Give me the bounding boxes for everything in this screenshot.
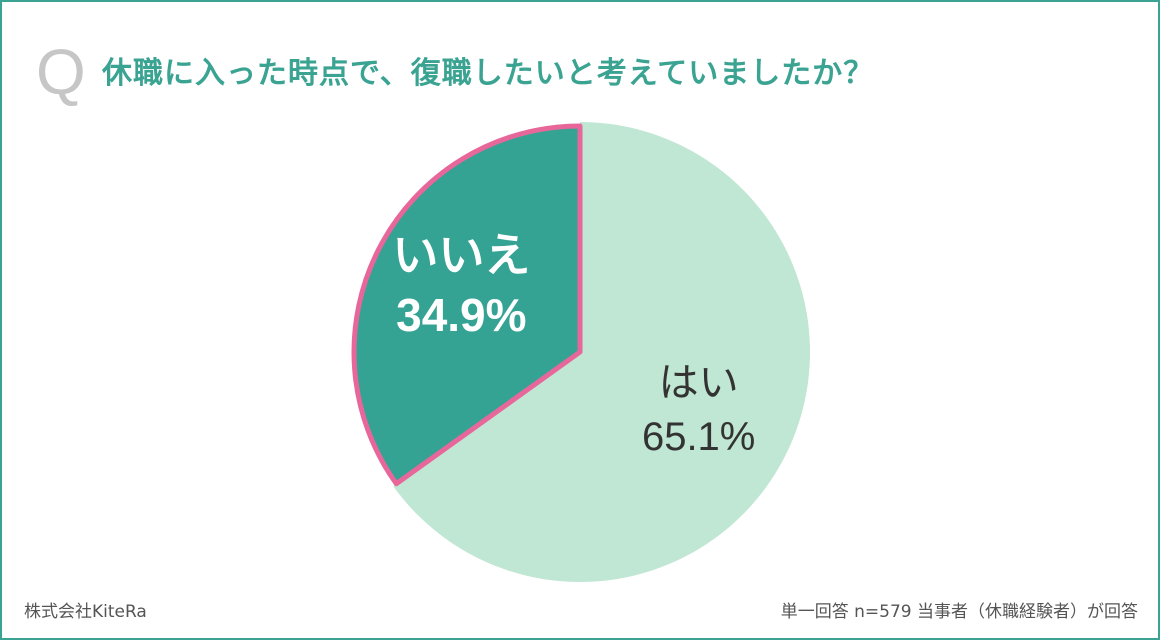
pie-slices [351,122,811,583]
slice-value-1: 34.9% [396,289,526,341]
slice-label-1: いいえ [392,228,530,282]
company-credit: 株式会社KiteRa [24,602,147,622]
pie-slice-1 [351,123,583,487]
question-marker: Q [36,36,86,108]
slice-label-0: はい [659,360,739,406]
pie-slice-0 [393,122,811,583]
slice-value-0: 65.1% [642,415,755,459]
question-title: 休職に入った時点で、復職したいと考えていましたか？ [102,56,875,91]
survey-note: 単一回答 n=579 当事者（休職経験者）が回答 [780,602,1138,622]
pie-labels: はい 65.1% いいえ 34.9% [392,228,755,459]
